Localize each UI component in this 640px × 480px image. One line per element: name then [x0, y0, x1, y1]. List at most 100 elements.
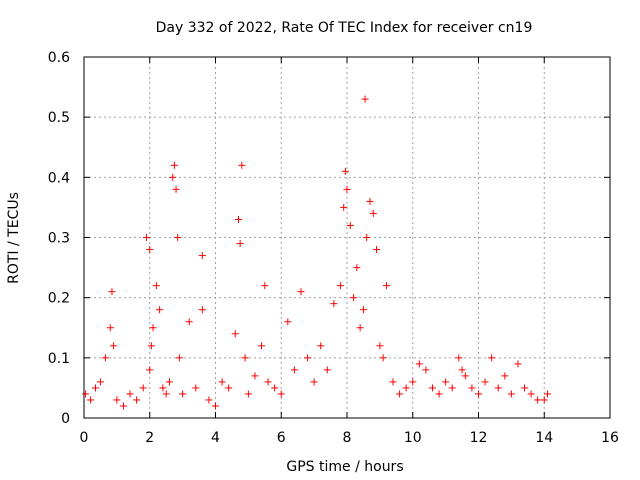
- data-point: [501, 372, 509, 380]
- data-point: [330, 300, 338, 308]
- data-point: [297, 288, 305, 296]
- data-point: [341, 167, 349, 175]
- data-point: [156, 306, 164, 314]
- data-point: [422, 366, 430, 374]
- data-point: [284, 318, 292, 326]
- y-tick-labels: 0 0.1 0.2 0.3 0.4 0.5 0.6: [48, 50, 70, 427]
- data-point: [179, 390, 187, 398]
- data-point: [369, 209, 377, 217]
- data-point: [346, 221, 354, 229]
- data-point: [101, 354, 109, 362]
- data-point: [162, 390, 170, 398]
- data-point: [356, 324, 364, 332]
- data-point: [448, 384, 456, 392]
- data-point: [126, 390, 134, 398]
- data-point: [361, 95, 369, 103]
- data-point: [409, 378, 417, 386]
- data-point: [106, 324, 114, 332]
- data-points: [82, 95, 552, 410]
- data-point: [170, 161, 178, 169]
- data-point: [192, 384, 200, 392]
- data-point: [540, 396, 548, 404]
- x-tick-label: 16: [601, 430, 619, 446]
- data-point: [363, 234, 371, 241]
- data-point: [231, 330, 239, 338]
- data-point: [149, 324, 157, 332]
- data-point: [261, 282, 269, 290]
- data-point: [119, 402, 127, 410]
- x-tick-label: 4: [211, 430, 220, 446]
- data-point: [435, 390, 443, 398]
- data-point: [359, 306, 367, 314]
- data-point: [235, 215, 243, 223]
- data-point: [165, 378, 173, 386]
- chart-title: Day 332 of 2022, Rate Of TEC Index for r…: [156, 20, 533, 36]
- data-point: [415, 360, 423, 368]
- data-point: [382, 282, 390, 290]
- data-point: [481, 378, 489, 386]
- data-point: [402, 384, 410, 392]
- data-point: [198, 306, 206, 314]
- data-point: [225, 384, 233, 392]
- data-point: [340, 203, 348, 211]
- x-tick-labels: 0 2 4 6 8 10 12 14 16: [80, 430, 619, 446]
- data-point: [310, 378, 318, 386]
- data-point: [82, 390, 90, 398]
- data-point: [142, 234, 150, 241]
- data-point: [343, 185, 351, 193]
- data-point: [139, 384, 147, 392]
- data-point: [396, 390, 404, 398]
- y-tick-label: 0: [61, 411, 70, 427]
- y-tick-label: 0.5: [48, 110, 70, 126]
- data-point: [428, 384, 436, 392]
- axis-ticks: [83, 56, 611, 419]
- data-point: [458, 366, 466, 374]
- data-point: [488, 354, 496, 362]
- y-axis-label: ROTI / TECUs: [6, 192, 22, 284]
- data-point: [185, 318, 193, 326]
- data-point: [244, 390, 252, 398]
- data-point: [241, 354, 249, 362]
- data-point: [379, 354, 387, 362]
- data-point: [527, 390, 535, 398]
- data-point: [146, 366, 154, 374]
- data-point: [133, 396, 141, 404]
- data-point: [205, 396, 213, 404]
- y-tick-label: 0.4: [48, 170, 70, 186]
- x-tick-label: 10: [404, 430, 422, 446]
- data-point: [172, 185, 180, 193]
- data-point: [373, 246, 381, 254]
- data-point: [113, 396, 121, 404]
- data-point: [258, 342, 266, 350]
- data-point: [304, 354, 312, 362]
- data-point: [96, 378, 104, 386]
- data-point: [218, 378, 226, 386]
- data-point: [455, 354, 463, 362]
- x-tick-label: 6: [277, 430, 286, 446]
- x-tick-label: 14: [535, 430, 553, 446]
- data-point: [323, 366, 331, 374]
- data-point: [494, 384, 502, 392]
- data-point: [544, 390, 552, 398]
- data-point: [475, 390, 482, 398]
- x-tick-label: 12: [470, 430, 488, 446]
- data-point: [92, 384, 100, 392]
- data-point: [317, 342, 325, 350]
- x-axis-label: GPS time / hours: [286, 459, 403, 475]
- y-tick-label: 0.3: [48, 231, 70, 247]
- data-point: [468, 384, 476, 392]
- x-tick-label: 8: [343, 430, 352, 446]
- y-tick-label: 0.2: [48, 291, 70, 307]
- data-point: [290, 366, 298, 374]
- data-point: [175, 354, 183, 362]
- y-tick-label: 0.1: [48, 351, 70, 367]
- data-point: [174, 234, 182, 241]
- data-point: [389, 378, 397, 386]
- data-point: [507, 390, 515, 398]
- y-tick-label: 0.6: [48, 50, 70, 66]
- data-point: [534, 396, 542, 404]
- data-point: [350, 294, 358, 302]
- data-point: [514, 360, 522, 368]
- data-point: [198, 252, 206, 260]
